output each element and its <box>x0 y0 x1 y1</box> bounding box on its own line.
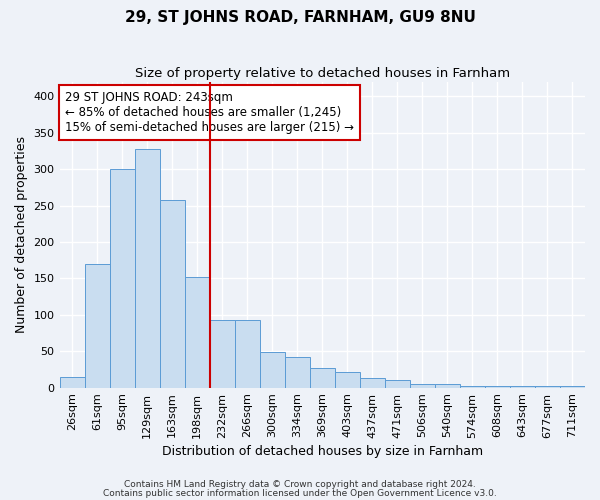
Bar <box>410 384 435 388</box>
Bar <box>260 352 285 388</box>
Bar <box>535 386 560 388</box>
Bar <box>59 377 85 388</box>
Bar <box>510 386 535 388</box>
Bar <box>310 368 335 388</box>
Bar <box>560 386 585 388</box>
X-axis label: Distribution of detached houses by size in Farnham: Distribution of detached houses by size … <box>162 444 483 458</box>
Text: 29, ST JOHNS ROAD, FARNHAM, GU9 8NU: 29, ST JOHNS ROAD, FARNHAM, GU9 8NU <box>125 10 475 25</box>
Bar <box>110 169 134 388</box>
Bar <box>209 320 235 388</box>
Bar <box>235 320 260 388</box>
Bar <box>335 372 360 388</box>
Bar <box>85 264 110 388</box>
Bar <box>485 386 510 388</box>
Text: 29 ST JOHNS ROAD: 243sqm
← 85% of detached houses are smaller (1,245)
15% of sem: 29 ST JOHNS ROAD: 243sqm ← 85% of detach… <box>65 91 354 134</box>
Bar <box>360 378 385 388</box>
Y-axis label: Number of detached properties: Number of detached properties <box>15 136 28 333</box>
Bar <box>435 384 460 388</box>
Title: Size of property relative to detached houses in Farnham: Size of property relative to detached ho… <box>135 68 510 80</box>
Text: Contains HM Land Registry data © Crown copyright and database right 2024.: Contains HM Land Registry data © Crown c… <box>124 480 476 489</box>
Text: Contains public sector information licensed under the Open Government Licence v3: Contains public sector information licen… <box>103 489 497 498</box>
Bar <box>160 200 185 388</box>
Bar <box>460 386 485 388</box>
Bar <box>185 277 209 388</box>
Bar <box>285 357 310 388</box>
Bar <box>134 150 160 388</box>
Bar <box>385 380 410 388</box>
